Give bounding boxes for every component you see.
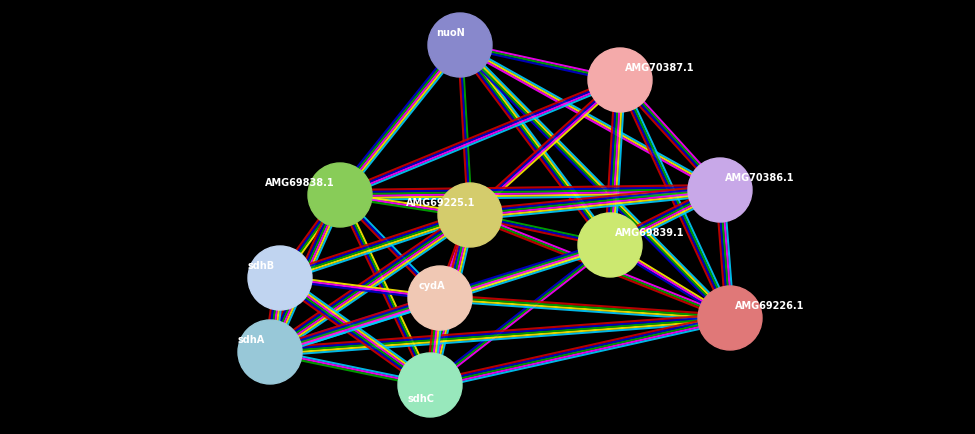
Text: nuoN: nuoN <box>436 28 465 38</box>
Text: sdhB: sdhB <box>248 261 275 271</box>
Circle shape <box>308 163 372 227</box>
Circle shape <box>238 320 302 384</box>
Circle shape <box>698 286 762 350</box>
Circle shape <box>588 48 652 112</box>
Circle shape <box>428 13 492 77</box>
Text: AMG69225.1: AMG69225.1 <box>406 198 475 208</box>
Text: AMG69838.1: AMG69838.1 <box>265 178 335 188</box>
Text: AMG70387.1: AMG70387.1 <box>625 63 694 73</box>
Text: AMG69839.1: AMG69839.1 <box>615 228 684 238</box>
Circle shape <box>408 266 472 330</box>
Circle shape <box>688 158 752 222</box>
Text: cydA: cydA <box>418 281 445 291</box>
Circle shape <box>248 246 312 310</box>
Text: AMG70386.1: AMG70386.1 <box>725 173 795 183</box>
Circle shape <box>398 353 462 417</box>
Text: AMG69226.1: AMG69226.1 <box>735 301 804 311</box>
Text: sdhA: sdhA <box>238 335 265 345</box>
Text: sdhC: sdhC <box>408 394 435 404</box>
Circle shape <box>578 213 642 277</box>
Circle shape <box>438 183 502 247</box>
